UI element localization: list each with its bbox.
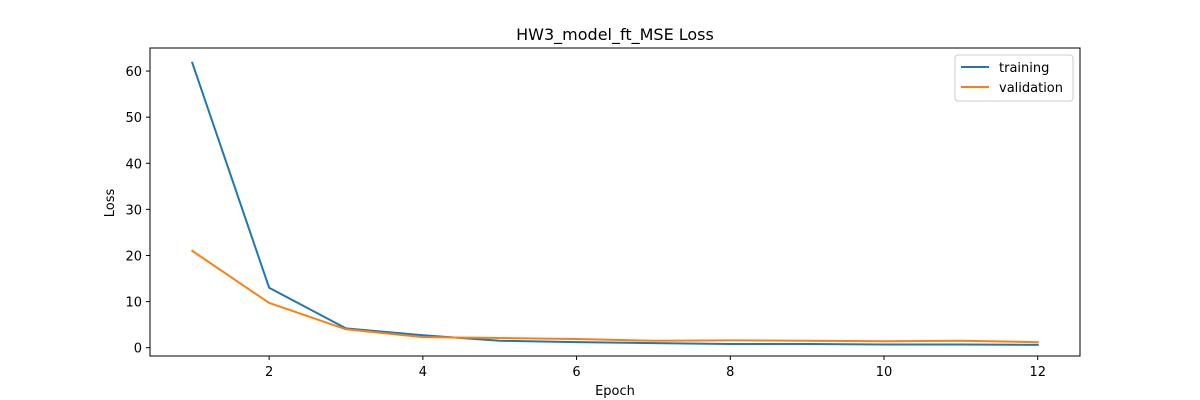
y-tick-label: 0 <box>134 342 142 357</box>
chart-title: HW3_model_ft_MSE Loss <box>516 25 714 45</box>
y-tick-label: 20 <box>125 249 142 264</box>
x-tick-label: 2 <box>265 365 273 380</box>
x-tick-label: 8 <box>726 365 734 380</box>
x-tick-label: 10 <box>876 365 893 380</box>
y-tick-label: 60 <box>125 65 142 80</box>
y-tick-label: 40 <box>125 157 142 172</box>
y-tick-label: 50 <box>125 111 142 126</box>
series-line-training <box>191 61 1039 346</box>
legend-label-validation: validation <box>999 81 1063 96</box>
x-axis-label: Epoch <box>595 384 635 399</box>
legend: training validation <box>954 54 1074 102</box>
x-tick-label: 6 <box>572 365 580 380</box>
series-line-validation <box>190 249 1039 344</box>
plot-frame <box>149 47 1081 357</box>
y-tick-label: 30 <box>125 203 142 218</box>
x-tick-label: 4 <box>419 365 427 380</box>
y-axis-label: Loss <box>103 189 118 218</box>
legend-label-training: training <box>999 61 1049 76</box>
y-tick-label: 10 <box>125 296 142 311</box>
plot-area: 2 4 6 8 10 12 0 10 20 30 40 50 60 <box>125 61 1046 380</box>
x-tick-label: 12 <box>1029 365 1046 380</box>
